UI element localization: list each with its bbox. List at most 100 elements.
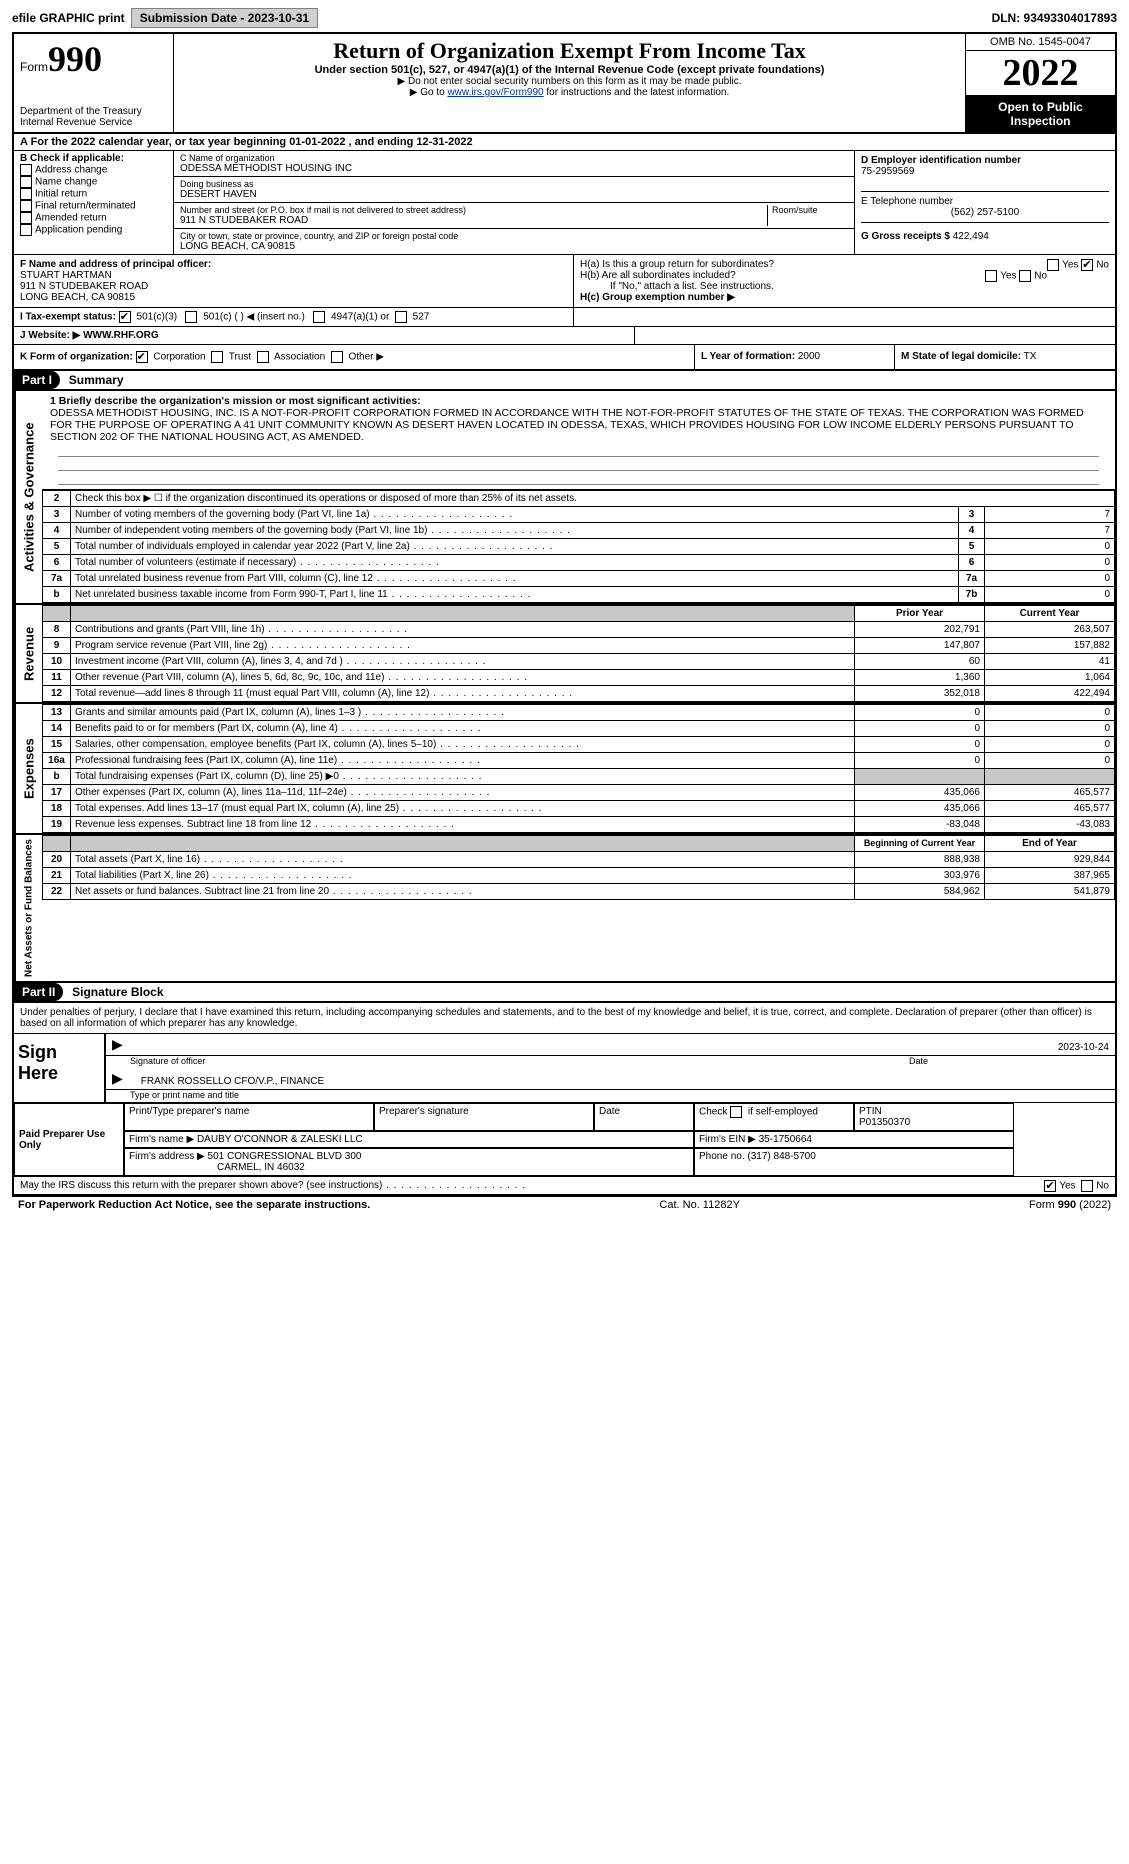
line-desc: Other revenue (Part VIII, column (A), li… [71, 670, 855, 686]
part2-hdr: Part II [14, 983, 63, 1001]
line5-desc: Total number of individuals employed in … [71, 539, 959, 555]
line-num: 10 [43, 654, 71, 670]
prior-val [855, 769, 985, 785]
firm-phone: (317) 848-5700 [747, 1151, 815, 1162]
prior-val: 0 [855, 705, 985, 721]
note-goto-pre: ▶ Go to [410, 87, 448, 98]
current-val: 157,882 [985, 638, 1115, 654]
street-address: 911 N STUDEBAKER ROAD [180, 215, 763, 226]
line-num: 20 [43, 852, 71, 868]
chk-name-change[interactable] [20, 176, 32, 188]
line-num: 13 [43, 705, 71, 721]
form990-link[interactable]: www.irs.gov/Form990 [447, 87, 543, 98]
current-val: 387,965 [985, 868, 1115, 884]
chk-corp[interactable] [136, 351, 148, 363]
line-desc: Benefits paid to or for members (Part IX… [71, 721, 855, 737]
chk-527[interactable] [395, 311, 407, 323]
lbl-initial-return: Initial return [35, 189, 87, 200]
line-desc: Program service revenue (Part VIII, line… [71, 638, 855, 654]
current-val: 41 [985, 654, 1115, 670]
row-a-period: A For the 2022 calendar year, or tax yea… [14, 134, 1115, 151]
line-desc: Investment income (Part VIII, column (A)… [71, 654, 855, 670]
chk-trust[interactable] [211, 351, 223, 363]
note-goto-post: for instructions and the latest informat… [544, 87, 730, 98]
hdr-prior-year: Prior Year [855, 606, 985, 622]
vlabel-governance: Activities & Governance [14, 391, 42, 603]
chk-hb-no[interactable] [1019, 270, 1031, 282]
opt-4947: 4947(a)(1) or [331, 312, 389, 323]
chk-other[interactable] [331, 351, 343, 363]
opt-other: Other ▶ [348, 352, 383, 363]
line3-desc: Number of voting members of the governin… [71, 507, 959, 523]
current-val: 465,577 [985, 801, 1115, 817]
opt-assoc: Association [274, 352, 325, 363]
hc-label: H(c) Group exemption number ▶ [580, 292, 1109, 303]
chk-501c[interactable] [185, 311, 197, 323]
prior-val: 888,938 [855, 852, 985, 868]
phone-value: (562) 257-5100 [861, 207, 1109, 218]
chk-501c3[interactable] [119, 311, 131, 323]
firm-addr-label: Firm's address ▶ [129, 1151, 205, 1162]
open-public-2: Inspection [968, 114, 1113, 128]
line-num: 11 [43, 670, 71, 686]
firm-phone-label: Phone no. [699, 1151, 745, 1162]
paid-preparer-label: Paid Preparer Use Only [14, 1103, 124, 1176]
chk-initial-return[interactable] [20, 188, 32, 200]
box-c-name-label: C Name of organization [180, 153, 848, 163]
chk-application-pending[interactable] [20, 224, 32, 236]
efile-label: efile GRAPHIC print [12, 11, 125, 25]
chk-assoc[interactable] [257, 351, 269, 363]
line-num: 17 [43, 785, 71, 801]
firm-ein-label: Firm's EIN ▶ [699, 1134, 756, 1145]
chk-4947[interactable] [313, 311, 325, 323]
line-desc: Total fundraising expenses (Part IX, col… [71, 769, 855, 785]
chk-self-employed[interactable] [730, 1106, 742, 1118]
ha-yes: Yes [1062, 260, 1078, 271]
note-ssn: ▶ Do not enter social security numbers o… [178, 76, 961, 87]
prior-val: 303,976 [855, 868, 985, 884]
opt-trust: Trust [229, 352, 251, 363]
line-desc: Grants and similar amounts paid (Part IX… [71, 705, 855, 721]
city-label: City or town, state or province, country… [180, 231, 848, 241]
firm-ein: 35-1750664 [759, 1134, 812, 1145]
line7b-val: 0 [985, 587, 1115, 603]
form-subtitle: Under section 501(c), 527, or 4947(a)(1)… [178, 64, 961, 76]
current-val: 541,879 [985, 884, 1115, 900]
dba-name: DESERT HAVEN [180, 189, 848, 200]
line-num: 15 [43, 737, 71, 753]
chk-discuss-no[interactable] [1081, 1180, 1093, 1192]
ein-value: 75-2959569 [861, 166, 1109, 177]
mission-label: 1 Briefly describe the organization's mi… [50, 395, 421, 407]
chk-amended-return[interactable] [20, 212, 32, 224]
chk-address-change[interactable] [20, 164, 32, 176]
part1-title: Summary [63, 371, 130, 389]
line-num: 12 [43, 686, 71, 702]
vlabel-revenue: Revenue [14, 605, 42, 702]
dba-label: Doing business as [180, 179, 848, 189]
chk-discuss-yes[interactable] [1044, 1180, 1056, 1192]
line-desc: Total revenue—add lines 8 through 11 (mu… [71, 686, 855, 702]
line-desc: Total assets (Part X, line 16) [71, 852, 855, 868]
current-val: -43,083 [985, 817, 1115, 833]
discuss-label: May the IRS discuss this return with the… [20, 1180, 526, 1191]
chk-ha-no[interactable] [1081, 259, 1093, 271]
current-val: 0 [985, 753, 1115, 769]
chk-final-return[interactable] [20, 200, 32, 212]
current-val: 1,064 [985, 670, 1115, 686]
line-num: 22 [43, 884, 71, 900]
opt-527: 527 [413, 312, 430, 323]
chk-hb-yes[interactable] [985, 270, 997, 282]
vlabel-expenses: Expenses [14, 704, 42, 833]
footer-form-pre: Form [1029, 1199, 1058, 1211]
line-desc: Other expenses (Part IX, column (A), lin… [71, 785, 855, 801]
pp-ptin: P01350370 [859, 1117, 910, 1128]
ha-no: No [1096, 260, 1109, 271]
hb-no: No [1034, 271, 1047, 282]
addr-label: Number and street (or P.O. box if mail i… [180, 205, 763, 215]
chk-ha-yes[interactable] [1047, 259, 1059, 271]
officer-addr2: LONG BEACH, CA 90815 [20, 292, 567, 303]
row-j-label: J Website: ▶ [20, 330, 80, 341]
submission-date-button[interactable]: Submission Date - 2023-10-31 [131, 8, 318, 28]
line-desc: Salaries, other compensation, employee b… [71, 737, 855, 753]
prior-val: 0 [855, 737, 985, 753]
